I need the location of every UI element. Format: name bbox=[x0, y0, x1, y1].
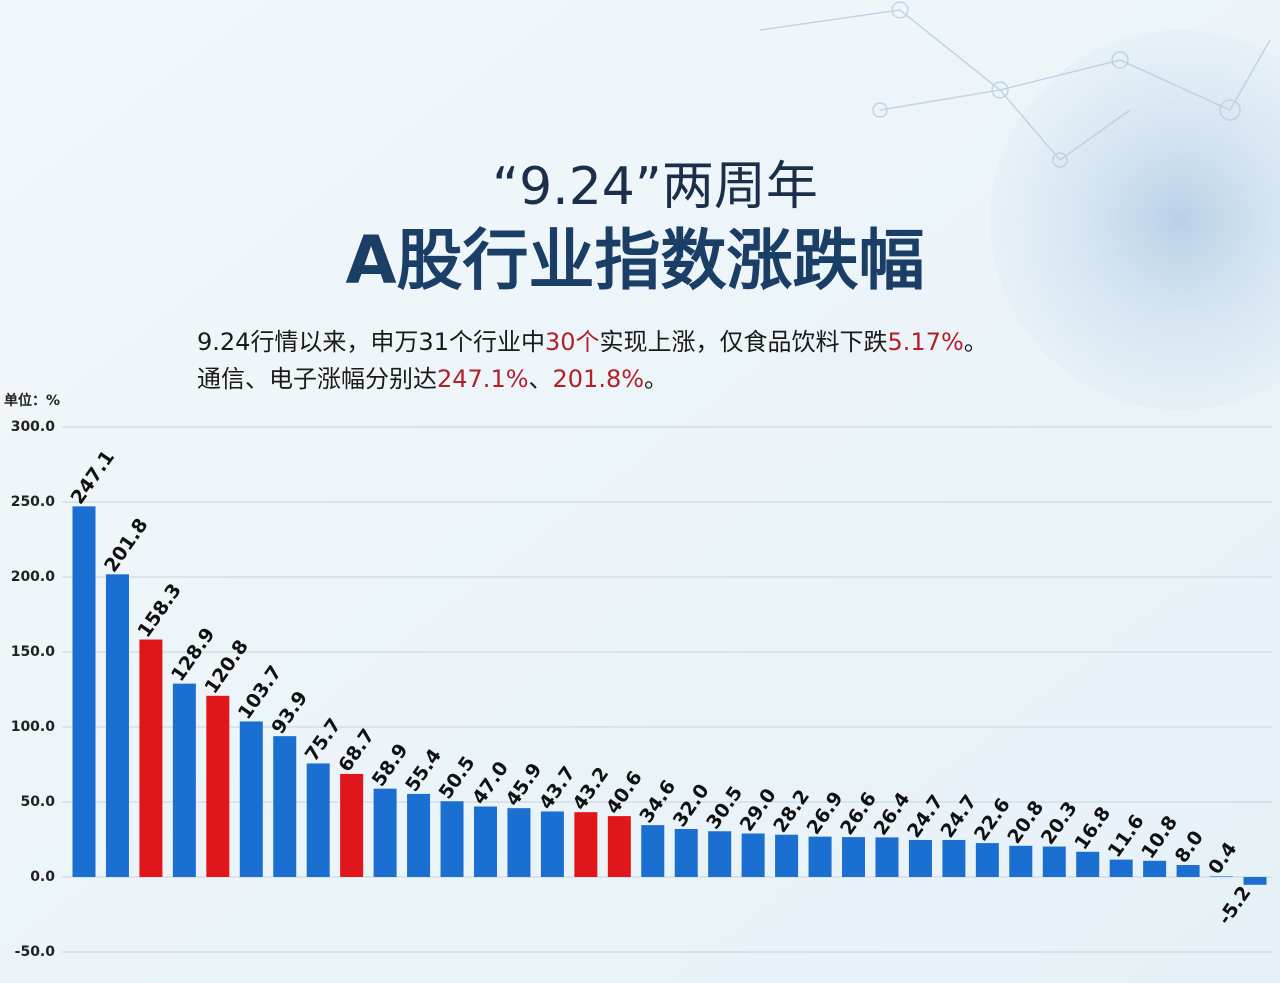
subtitle-text: 、 bbox=[529, 365, 553, 393]
highlight-text: 247.1% bbox=[437, 365, 529, 393]
globe-decoration bbox=[990, 30, 1280, 410]
subtitle-line: 通信、电子涨幅分别达247.1%、201.8%。 bbox=[197, 365, 668, 393]
y-tick-label: 50.0 bbox=[20, 794, 55, 810]
bar bbox=[373, 788, 397, 877]
chart-subtitle-main: A股行业指数涨跌幅 bbox=[345, 222, 924, 299]
y-tick-label: 100.0 bbox=[11, 719, 56, 735]
bar bbox=[808, 836, 832, 877]
bar bbox=[775, 834, 799, 877]
bar bbox=[540, 811, 564, 877]
bar bbox=[139, 639, 163, 877]
bar bbox=[1176, 865, 1200, 877]
bar bbox=[473, 806, 497, 877]
bar bbox=[975, 843, 999, 877]
highlight-text: 5.17% bbox=[888, 328, 964, 356]
bar bbox=[674, 829, 698, 877]
bar bbox=[72, 506, 96, 877]
highlight-text: 30个 bbox=[545, 328, 600, 356]
bar bbox=[1210, 876, 1234, 877]
bar bbox=[908, 839, 932, 877]
bar bbox=[507, 808, 531, 877]
subtitle-text: 。 bbox=[644, 365, 668, 393]
y-tick-label: 300.0 bbox=[11, 419, 56, 435]
bar bbox=[273, 736, 297, 877]
bar bbox=[440, 801, 464, 877]
highlight-text: 201.8% bbox=[553, 365, 645, 393]
y-tick-label: 150.0 bbox=[11, 644, 56, 660]
subtitle-line: 9.24行情以来，申万31个行业中30个实现上涨，仅食品饮料下跌5.17%。 bbox=[197, 328, 988, 356]
y-tick-label: 250.0 bbox=[11, 494, 56, 510]
subtitle-text: 通信、电子涨幅分别达 bbox=[197, 365, 437, 393]
subtitle-text: 实现上涨，仅食品饮料下跌 bbox=[600, 328, 888, 356]
network-decoration bbox=[759, 1, 1271, 168]
bar bbox=[1042, 846, 1066, 877]
bar bbox=[607, 816, 631, 877]
bar bbox=[1009, 845, 1033, 877]
y-tick-label: 200.0 bbox=[11, 569, 56, 585]
bar bbox=[172, 683, 196, 877]
subtitle-text: 。 bbox=[964, 328, 988, 356]
bar bbox=[340, 773, 364, 877]
bar bbox=[105, 574, 129, 877]
bar bbox=[842, 837, 866, 877]
bar bbox=[574, 812, 598, 877]
chart-title: “9.24”两周年 bbox=[492, 157, 818, 217]
bar bbox=[1109, 859, 1133, 877]
bar bbox=[942, 839, 966, 877]
bar bbox=[239, 721, 263, 877]
bar bbox=[306, 763, 330, 877]
y-axis-label: 单位：% bbox=[4, 392, 60, 409]
bar bbox=[875, 837, 899, 877]
bar bbox=[1243, 877, 1267, 885]
bar bbox=[206, 695, 230, 877]
y-tick-label: -50.0 bbox=[15, 944, 56, 960]
bar bbox=[641, 825, 665, 877]
bar bbox=[407, 793, 431, 877]
bar bbox=[741, 833, 765, 877]
bar bbox=[1143, 860, 1167, 877]
bar bbox=[1076, 851, 1100, 877]
subtitle-text: 9.24行情以来，申万31个行业中 bbox=[197, 328, 545, 356]
bar bbox=[708, 831, 732, 877]
y-tick-label: 0.0 bbox=[30, 869, 55, 885]
